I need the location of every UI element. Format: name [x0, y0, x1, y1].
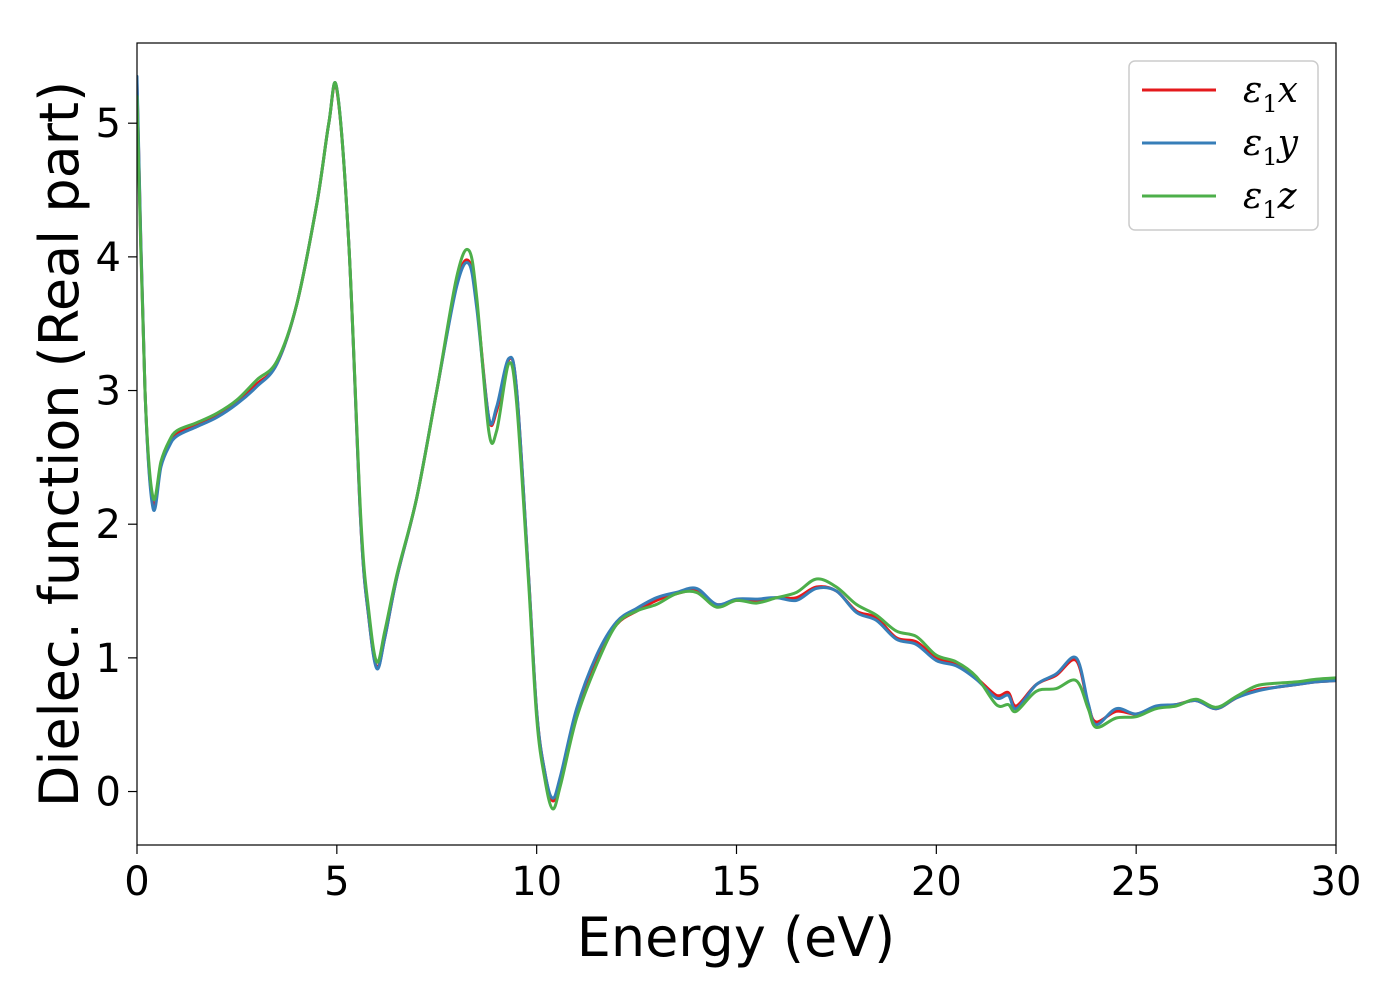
y-tick-label: 1	[96, 636, 121, 682]
y-axis-label: Dielec. function (Real part)	[28, 81, 91, 807]
y-tick-label: 5	[96, 101, 121, 147]
series-line-z	[137, 81, 1336, 811]
x-tick-label: 15	[711, 859, 762, 905]
y-tick-label: 0	[96, 770, 121, 816]
y-tick-label: 3	[96, 369, 121, 415]
series-layer	[137, 74, 1336, 811]
x-axis-ticks: 0 5 10 15 20 25 30	[124, 845, 1361, 905]
x-tick-label: 25	[1111, 859, 1162, 905]
y-tick-label: 4	[96, 235, 121, 281]
x-tick-label: 5	[324, 859, 349, 905]
legend-label-z: ε1z	[1243, 176, 1298, 224]
legend-label-y: ε1y	[1243, 123, 1299, 171]
legend: ε1x ε1y ε1z	[1128, 60, 1319, 231]
y-axis-ticks: 0 1 2 3 4 5	[96, 101, 137, 816]
y-tick-label: 2	[96, 502, 121, 548]
x-tick-label: 20	[911, 859, 962, 905]
legend-box	[1128, 60, 1319, 231]
x-tick-label: 10	[511, 859, 562, 905]
legend-label-x: ε1x	[1243, 70, 1298, 118]
x-tick-label: 0	[124, 859, 149, 905]
x-tick-label: 30	[1311, 859, 1362, 905]
x-axis-label: Energy (eV)	[577, 906, 896, 969]
